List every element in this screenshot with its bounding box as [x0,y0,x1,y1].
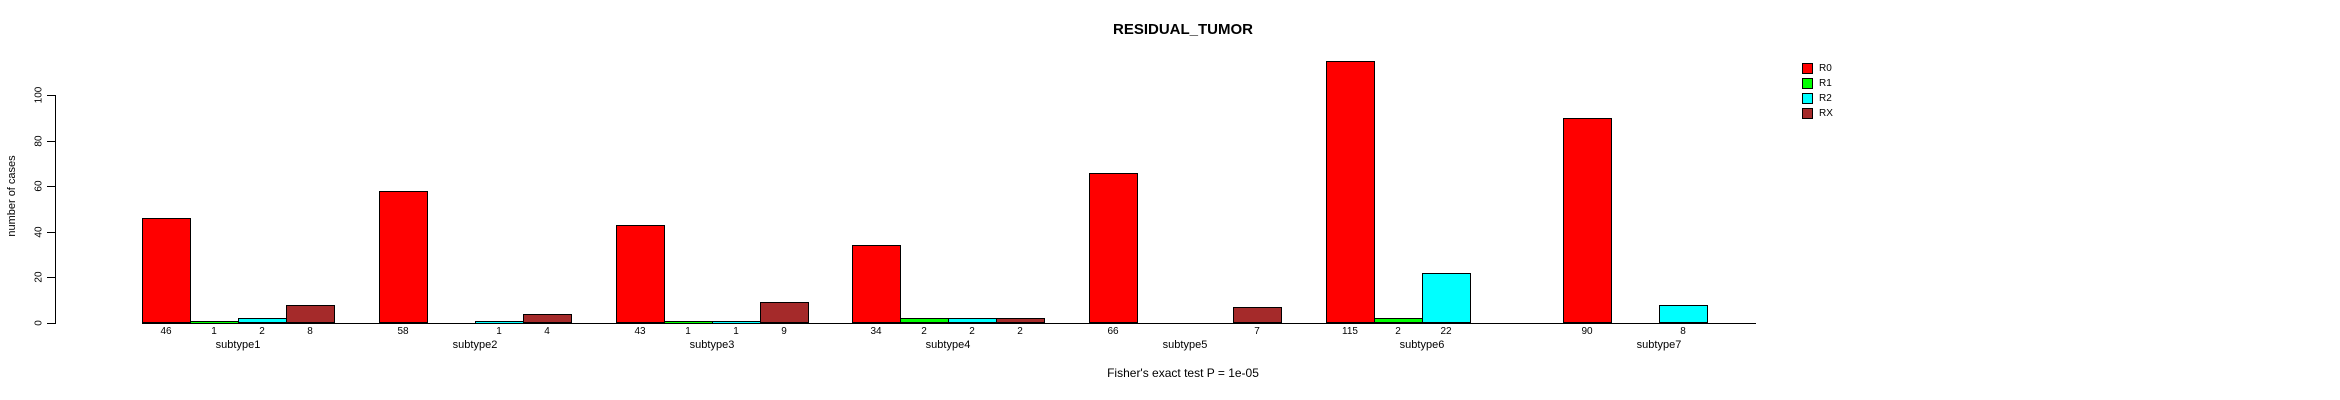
x-axis-category-label: subtype1 [215,339,261,351]
bar-value-label: 4 [544,326,550,337]
footnote: Fisher's exact test P = 1e-05 [1107,366,1259,380]
legend-swatch-r0 [1802,62,1813,74]
y-axis-tick [47,186,55,187]
x-axis-line [142,323,1756,324]
bar-subtype6-r1 [1374,318,1423,323]
bar-value-label: 58 [397,326,409,337]
bar-value-label: 1 [685,326,691,337]
bar-value-label: 1 [733,326,739,337]
bar-subtype4-r1 [900,318,949,323]
bar-value-label: 2 [1017,326,1023,337]
y-axis-tick [47,277,55,278]
bar-value-label: 66 [1107,326,1119,337]
legend-label-rx: RX [1819,107,1833,119]
bar-value-label: 9 [781,326,787,337]
x-axis-category-label: subtype2 [452,339,498,351]
y-axis-tick [47,95,55,96]
bar-subtype3-r0 [616,225,665,323]
y-axis-tick-label: 20 [33,271,45,283]
bar-subtype1-r1 [190,321,239,323]
legend-item-r0: R0 [1802,62,1833,74]
bar-subtype1-r2 [238,318,287,323]
bar-subtype4-rx [996,318,1045,323]
bar-value-label: 8 [1680,326,1686,337]
y-axis-tick-label: 0 [33,320,45,326]
legend: R0 R1 R2 RX [1802,62,1833,122]
legend-item-r1: R1 [1802,77,1833,89]
x-axis-category-label: subtype6 [1399,339,1445,351]
bar-subtype7-r0 [1563,118,1612,323]
y-axis-tick [47,141,55,142]
bar-value-label: 7 [1254,326,1260,337]
bar-value-label: 43 [634,326,646,337]
bar-value-label: 22 [1440,326,1452,337]
bar-subtype5-rx [1233,307,1282,323]
bar-value-label: 2 [1395,326,1401,337]
legend-item-rx: RX [1802,107,1833,119]
bar-subtype1-r0 [142,218,191,323]
bar-subtype3-r2 [712,321,761,323]
bar-subtype5-r0 [1089,173,1138,323]
legend-swatch-rx [1802,107,1813,119]
legend-item-r2: R2 [1802,92,1833,104]
bar-subtype2-r2 [475,321,524,323]
bar-subtype4-r2 [948,318,997,323]
legend-label-r2: R2 [1819,92,1832,104]
y-axis-tick-label: 60 [33,180,45,192]
y-axis-tick-label: 100 [33,86,45,104]
y-axis-tick [47,232,55,233]
bar-value-label: 34 [870,326,882,337]
y-axis-tick-label: 40 [33,226,45,238]
x-axis-category-label: subtype4 [925,339,971,351]
bar-subtype7-r2 [1659,305,1708,323]
bar-subtype1-rx [286,305,335,323]
bar-subtype3-rx [760,302,809,323]
y-axis-label: number of cases [6,155,18,237]
bar-subtype2-rx [523,314,572,323]
y-axis-tick [47,323,55,324]
bar-value-label: 115 [1342,326,1358,337]
bar-value-label: 2 [969,326,975,337]
legend-label-r0: R0 [1819,62,1832,74]
bar-subtype3-r1 [664,321,713,323]
bar-value-label: 46 [160,326,172,337]
bar-subtype6-r0 [1326,61,1375,323]
bar-value-label: 2 [259,326,265,337]
bar-value-label: 90 [1581,326,1593,337]
bar-value-label: 1 [496,326,502,337]
y-axis-line [55,95,56,324]
bar-value-label: 8 [307,326,313,337]
legend-label-r1: R1 [1819,77,1832,89]
bar-subtype2-r0 [379,191,428,323]
legend-swatch-r1 [1802,77,1813,89]
x-axis-category-label: subtype7 [1636,339,1682,351]
chart-title: RESIDUAL_TUMOR [1112,21,1254,38]
bar-subtype4-r0 [852,245,901,323]
x-axis-category-label: subtype5 [1162,339,1208,351]
bar-subtype6-r2 [1422,273,1471,323]
x-axis-category-label: subtype3 [689,339,735,351]
bar-value-label: 2 [921,326,927,337]
legend-swatch-r2 [1802,92,1813,104]
bar-value-label: 1 [211,326,217,337]
y-axis-tick-label: 80 [33,135,45,147]
